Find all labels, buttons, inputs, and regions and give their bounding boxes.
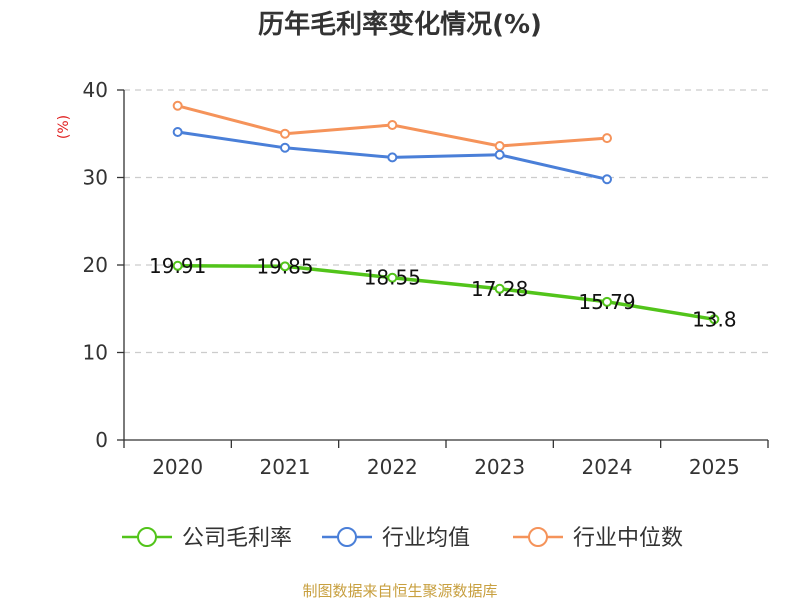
series-1-point-2022 bbox=[387, 152, 398, 163]
series-2-point-2021 bbox=[280, 128, 290, 139]
data-label-2021: 19.85 bbox=[256, 254, 313, 278]
x-tick-label-2025: 2025 bbox=[689, 455, 740, 479]
chart-title: 历年毛利率变化情况(%) bbox=[258, 9, 542, 40]
x-tick-label-2020: 2020 bbox=[152, 455, 203, 479]
series-1-point-2024 bbox=[602, 174, 612, 185]
x-tick-label-2021: 2021 bbox=[260, 455, 311, 479]
series-2-point-2023 bbox=[494, 141, 505, 151]
series-1-point-2020 bbox=[172, 127, 183, 137]
y-axis-unit: (%) bbox=[56, 115, 72, 139]
legend-marker-1 bbox=[337, 527, 357, 547]
series-2-point-2020 bbox=[172, 100, 183, 111]
series-1-point-2023 bbox=[494, 149, 505, 160]
series-0-point-2023 bbox=[494, 283, 505, 294]
axes: 0 10 20 30 40 2020 2021 2022 2023 2024 2025 bbox=[83, 78, 769, 479]
legend: 公司毛利率 行业均值 行业中位数 bbox=[122, 526, 683, 551]
data-label-2023: 17.28 bbox=[471, 277, 528, 301]
legend-label-0: 公司毛利率 bbox=[182, 526, 292, 551]
y-tick-label-0: 0 bbox=[95, 428, 108, 452]
series-2-point-2024 bbox=[602, 133, 612, 144]
series bbox=[172, 100, 720, 325]
data-label-2020: 19.91 bbox=[149, 254, 206, 278]
x-tick-label-2022: 2022 bbox=[367, 455, 418, 479]
legend-marker-0 bbox=[137, 527, 157, 547]
y-tick-label-10: 10 bbox=[83, 341, 108, 365]
y-tick-label-20: 20 bbox=[83, 253, 108, 277]
series-1-point-2021 bbox=[280, 142, 290, 153]
x-tick-label-2023: 2023 bbox=[474, 455, 525, 479]
data-label-2024: 15.79 bbox=[578, 290, 635, 314]
series-2-point-2022 bbox=[387, 120, 398, 130]
data-label-2022: 18.55 bbox=[364, 266, 421, 290]
data-label-2025: 13.8 bbox=[692, 307, 737, 331]
legend-marker-2 bbox=[528, 527, 548, 547]
series-0-point-2021 bbox=[280, 261, 290, 272]
series-0-point-2025 bbox=[709, 314, 720, 325]
legend-label-1: 行业均值 bbox=[382, 526, 470, 551]
y-tick-label-30: 30 bbox=[83, 166, 108, 190]
data-labels: 19.91 19.85 18.55 17.28 15.79 13.8 bbox=[149, 254, 737, 331]
series-line-0 bbox=[177, 264, 715, 322]
y-tick-label-40: 40 bbox=[83, 78, 108, 102]
series-0-point-2022 bbox=[387, 272, 398, 283]
grid-lines bbox=[124, 89, 768, 354]
source-note: 制图数据来自恒生聚源数据库 bbox=[302, 582, 497, 600]
x-tick-label-2024: 2024 bbox=[582, 455, 633, 479]
legend-label-2: 行业中位数 bbox=[573, 526, 683, 551]
series-0-point-2024 bbox=[602, 296, 612, 307]
series-0-point-2020 bbox=[172, 260, 183, 271]
